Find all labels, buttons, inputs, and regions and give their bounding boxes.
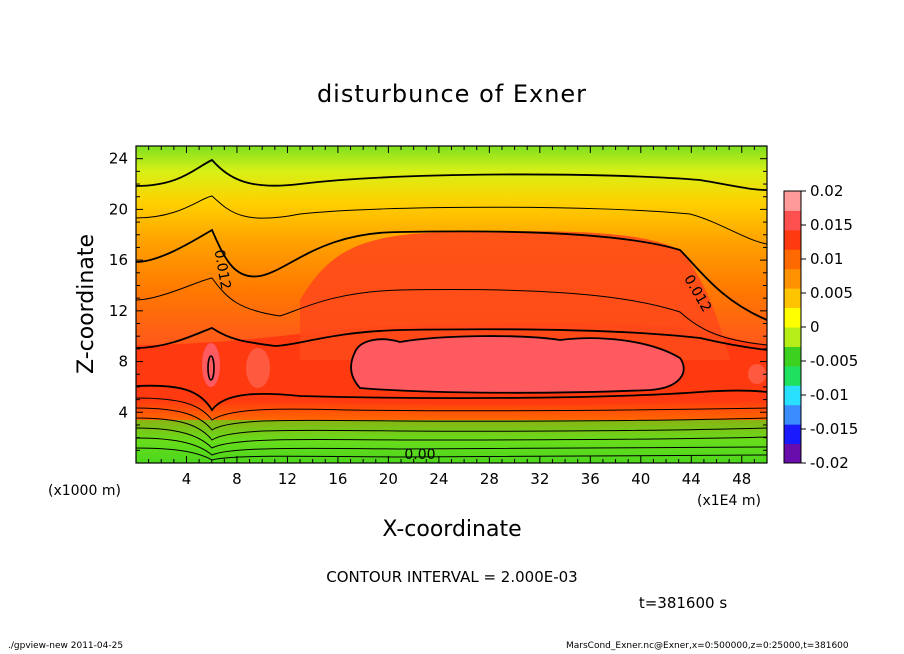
colorbar-tick-label: -0.015: [810, 420, 858, 438]
contour-interval: CONTOUR INTERVAL = 2.000E-03: [326, 568, 577, 586]
core-region: [351, 336, 684, 393]
chart-title: disturbunce of Exner: [317, 80, 587, 108]
x-tick-label: 36: [581, 470, 600, 488]
contour-label: 0.012: [211, 248, 234, 290]
x-tick-label: 12: [278, 470, 297, 488]
y-tick-label: 16: [109, 251, 128, 269]
contour-line-6: [136, 384, 767, 412]
colorbar-tick-label: -0.02: [810, 454, 849, 472]
y-tick-label: 4: [118, 403, 128, 421]
colorbar-segment: [784, 424, 801, 445]
footer-right: MarsCond_Exner.nc@Exner,x=0:500000,z=0:2…: [566, 641, 849, 651]
x-tick-label: 20: [379, 470, 398, 488]
x-axis-label: X-coordinate: [382, 517, 521, 542]
colorbar-segment: [784, 307, 801, 328]
x-tick-label: 32: [530, 470, 549, 488]
colorbar-segment: [784, 210, 801, 231]
colorbar: 0.02 0.015 0.01 0.005 0 -0.005 -0.01 -0.015 -0.0…: [783, 182, 858, 472]
contour-line-3: [136, 228, 767, 321]
colorbar-tick-label: 0.02: [810, 182, 843, 200]
x-tick-label: 8: [232, 470, 242, 488]
y-tick-label: 12: [109, 302, 128, 320]
contour-line-5: [136, 327, 767, 351]
x-tick-label: 28: [480, 470, 499, 488]
colorbar-tick-label: 0: [810, 318, 820, 336]
colorbar-tick-label: 0.01: [810, 250, 843, 268]
x-tick-label: 48: [732, 470, 751, 488]
colorbar-segment: [784, 249, 801, 270]
contour-label: 0.00: [404, 447, 435, 463]
x-axis: 4 8 12 16 20 24 28 32 36 40 44 48: [148, 146, 755, 488]
contour-line-8: [136, 407, 767, 431]
colorbar-segment: [784, 365, 801, 386]
y-tick-label: 24: [109, 150, 128, 168]
contour-line-9: [136, 417, 767, 441]
cell-x10: [246, 348, 270, 388]
colorbar-tick-label: 0.005: [810, 284, 853, 302]
y-axis: 4 8 12 16 20 24: [109, 150, 767, 451]
contour-line-11: [136, 437, 767, 456]
contour-lines: [136, 158, 767, 461]
colorbar-segment: [784, 327, 801, 347]
x-tick-label: 16: [328, 470, 347, 488]
contour-line-1: [136, 158, 767, 191]
colorbar-tick-label: -0.01: [810, 386, 849, 404]
colorbar-segment: [784, 268, 801, 289]
x-unit-right: (x1E4 m): [697, 493, 761, 509]
contour-cell: [207, 355, 215, 381]
colorbar-segment: [784, 385, 801, 406]
y-tick-label: 20: [109, 200, 128, 218]
contour-line-4: [136, 277, 767, 346]
x-tick-label: 40: [631, 470, 650, 488]
colorbar-segment: [784, 443, 801, 464]
colorbar-tick-label: 0.015: [810, 216, 853, 234]
x-tick-label: 4: [182, 470, 192, 488]
colorbar-tick-label: -0.005: [810, 352, 858, 370]
contour-line-7: [136, 397, 767, 421]
contour-core: [350, 335, 685, 394]
colorbar-segment: [784, 191, 801, 211]
colorbar-segment: [784, 288, 801, 309]
colorbar-segment: [784, 229, 801, 250]
y-tick-label: 8: [118, 353, 128, 371]
time-label: t=381600 s: [639, 594, 727, 612]
colorbar-segment: [784, 404, 801, 425]
x-tick-label: 24: [429, 470, 448, 488]
plot-area: [136, 146, 767, 463]
colorbar-segment: [784, 346, 801, 367]
x-tick-label: 44: [682, 470, 701, 488]
contour-line-12: [136, 447, 767, 461]
contour-line-10: [136, 427, 767, 449]
mid-dome: [300, 231, 730, 360]
cell-x48: [748, 364, 766, 384]
contour-line-2: [136, 195, 767, 245]
y-axis-label: Z-coordinate: [74, 234, 99, 374]
cell-x6: [202, 343, 220, 387]
x-unit-left: (x1000 m): [48, 483, 121, 499]
footer-left: ./gpview-new 2011-04-25: [8, 641, 124, 651]
